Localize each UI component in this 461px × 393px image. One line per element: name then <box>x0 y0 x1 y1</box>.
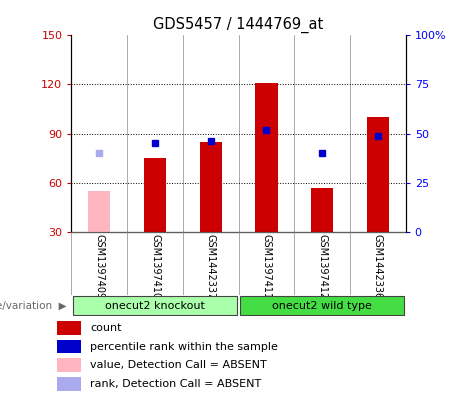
Bar <box>88 191 111 232</box>
Text: GSM1442337: GSM1442337 <box>206 234 216 299</box>
Text: onecut2 wild type: onecut2 wild type <box>272 301 372 310</box>
Bar <box>255 83 278 232</box>
Text: value, Detection Call = ABSENT: value, Detection Call = ABSENT <box>90 360 267 370</box>
Bar <box>144 158 166 232</box>
Text: onecut2 knockout: onecut2 knockout <box>105 301 205 310</box>
Title: GDS5457 / 1444769_at: GDS5457 / 1444769_at <box>154 17 324 33</box>
Text: GSM1397412: GSM1397412 <box>317 234 327 299</box>
Bar <box>366 117 389 232</box>
Bar <box>200 142 222 232</box>
Text: GSM1442336: GSM1442336 <box>373 234 383 299</box>
Text: count: count <box>90 323 122 333</box>
Text: GSM1397411: GSM1397411 <box>261 234 272 299</box>
Bar <box>57 358 81 372</box>
Bar <box>311 187 333 232</box>
Bar <box>73 296 237 315</box>
Text: rank, Detection Call = ABSENT: rank, Detection Call = ABSENT <box>90 379 261 389</box>
Text: genotype/variation  ▶: genotype/variation ▶ <box>0 301 67 310</box>
Text: GSM1397410: GSM1397410 <box>150 234 160 299</box>
Bar <box>240 296 404 315</box>
Text: percentile rank within the sample: percentile rank within the sample <box>90 342 278 351</box>
Bar <box>57 321 81 335</box>
Text: GSM1397409: GSM1397409 <box>95 234 104 299</box>
Bar <box>57 340 81 353</box>
Bar <box>57 377 81 391</box>
